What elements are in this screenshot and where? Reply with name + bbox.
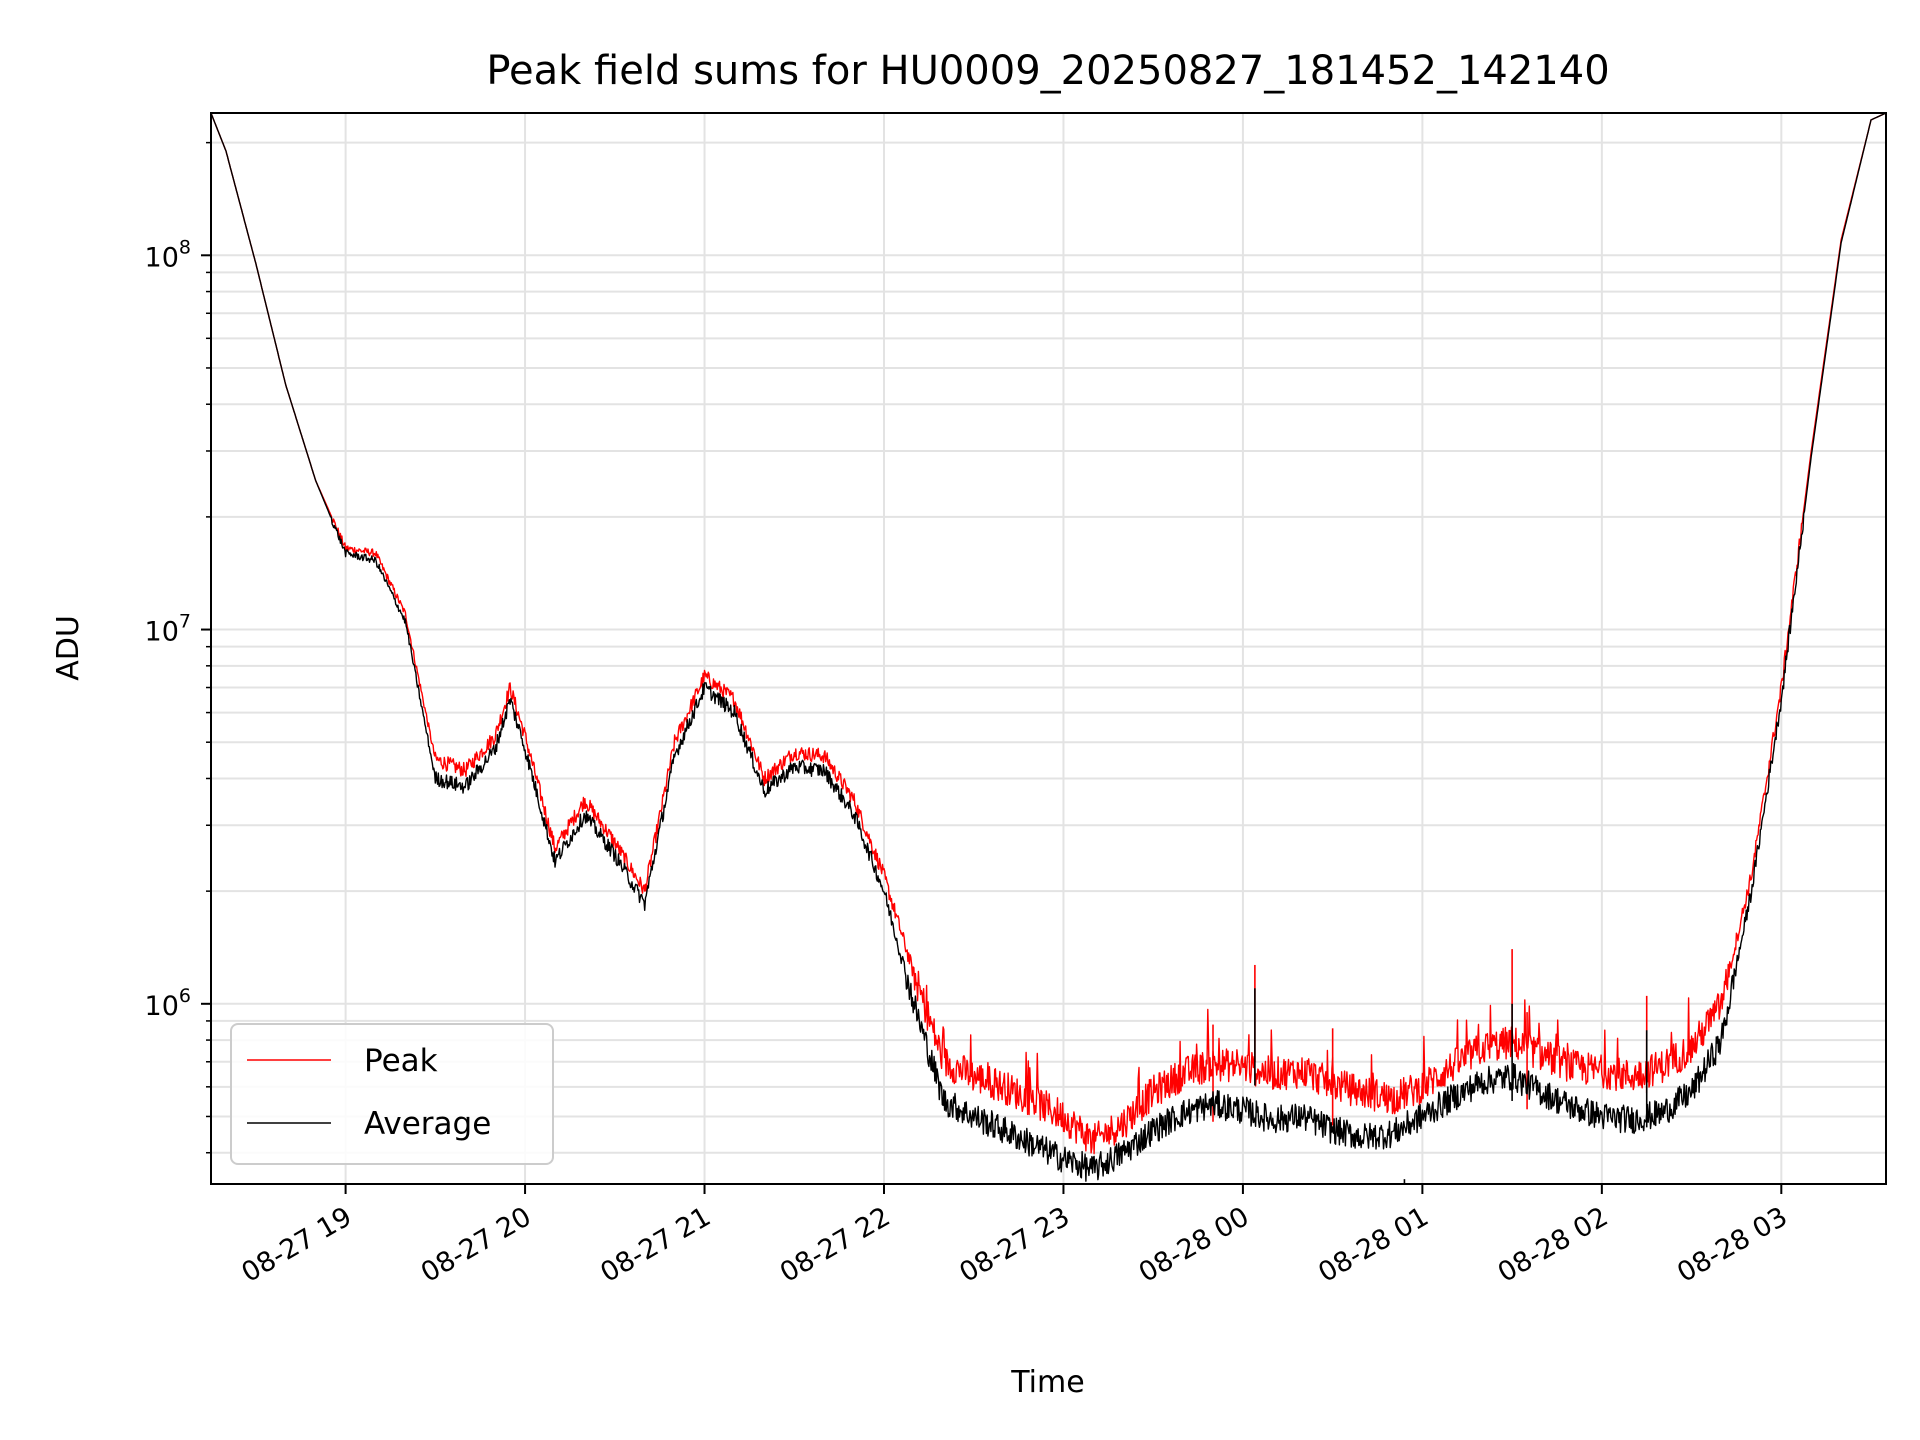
- y-tick-label: 106: [145, 985, 191, 1022]
- y-tick-label: 107: [145, 611, 191, 648]
- average-series-line: [211, 113, 1886, 1182]
- legend: Peak Average: [230, 1023, 554, 1165]
- series-layer: [211, 113, 1886, 1184]
- y-axis-title: ADU: [51, 615, 86, 681]
- grid: [211, 113, 1886, 1184]
- legend-box: [230, 1023, 554, 1165]
- chart-title: Peak field sums for HU0009_20250827_1814…: [486, 48, 1609, 94]
- x-axis-title: Time: [1010, 1365, 1084, 1400]
- y-axis: 106 107 108: [145, 141, 211, 1154]
- legend-label-peak: Peak: [364, 1043, 438, 1079]
- plot-area-frame: [210, 112, 1887, 1185]
- peak-series-line: [211, 113, 1886, 1155]
- legend-label-average: Average: [364, 1106, 491, 1142]
- y-tick-label: 108: [145, 236, 191, 273]
